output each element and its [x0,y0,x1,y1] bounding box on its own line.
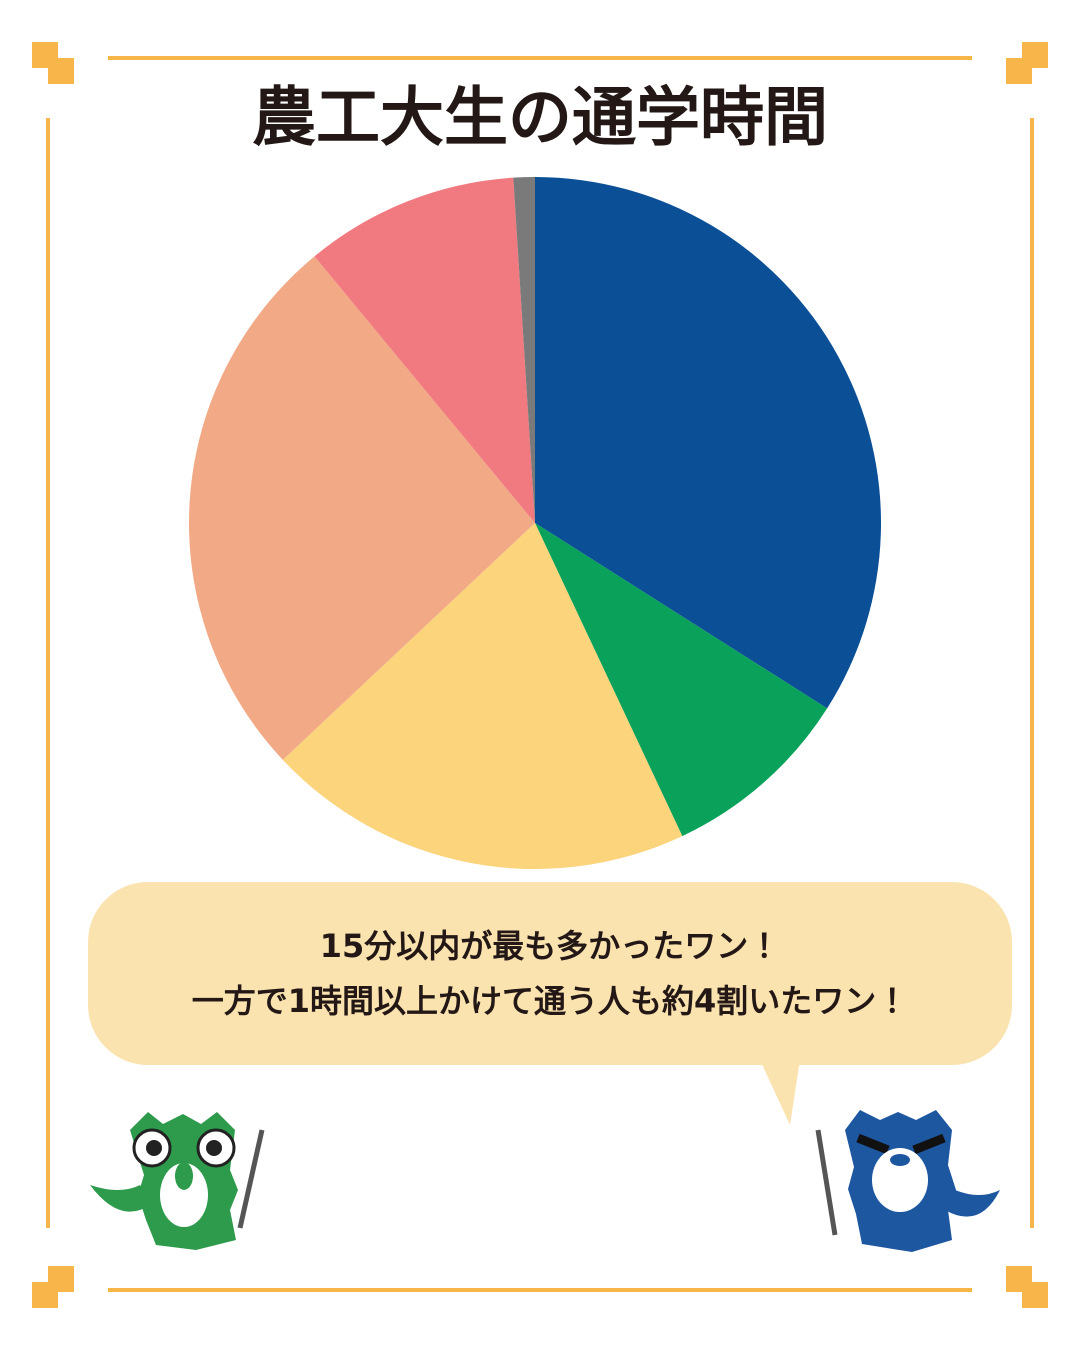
chart-title: 農工大生の通学時間 [252,82,828,156]
frame-line [108,1288,972,1292]
mascot-green [90,1112,265,1250]
pie-slice [188,256,535,760]
face [872,1148,928,1212]
pie: 〜15分34%15〜30分9%30〜60分20%1〜1.5時間26%1.5〜2時… [188,177,881,869]
mouth [175,1162,193,1190]
tail [945,1190,1000,1217]
pie-slice [282,523,683,869]
corner [32,42,74,84]
bubble-tail [760,1060,800,1125]
pupil [206,1140,222,1156]
frame-line [46,118,50,1228]
speech-bubble: 15分以内が最も多かったワン！ 一方で1時間以上かけて通う人も約4割いたワン！ [88,882,1012,1125]
pie-slice [314,177,535,524]
corner [32,1266,74,1308]
annotation: 15分以内が最も多かったワン！ [320,927,781,965]
corner [1006,42,1048,84]
pie-slice [513,177,535,523]
frame-line [1030,118,1034,1228]
brows [856,1133,946,1155]
frame [32,42,1048,1308]
pupil [146,1140,162,1156]
belly [160,1163,208,1227]
mascot-blue [815,1110,1000,1252]
frame-line [108,56,972,60]
pie-slice [535,177,881,709]
bubble [88,882,1012,1065]
tail [90,1185,150,1212]
annotation: 一方で1時間以上かけて通う人も約4割いたワン！ [192,982,909,1020]
stick [815,1129,838,1236]
corner [1006,1266,1048,1308]
pie-slice [535,523,828,837]
nose [890,1154,910,1166]
stick [237,1129,265,1229]
